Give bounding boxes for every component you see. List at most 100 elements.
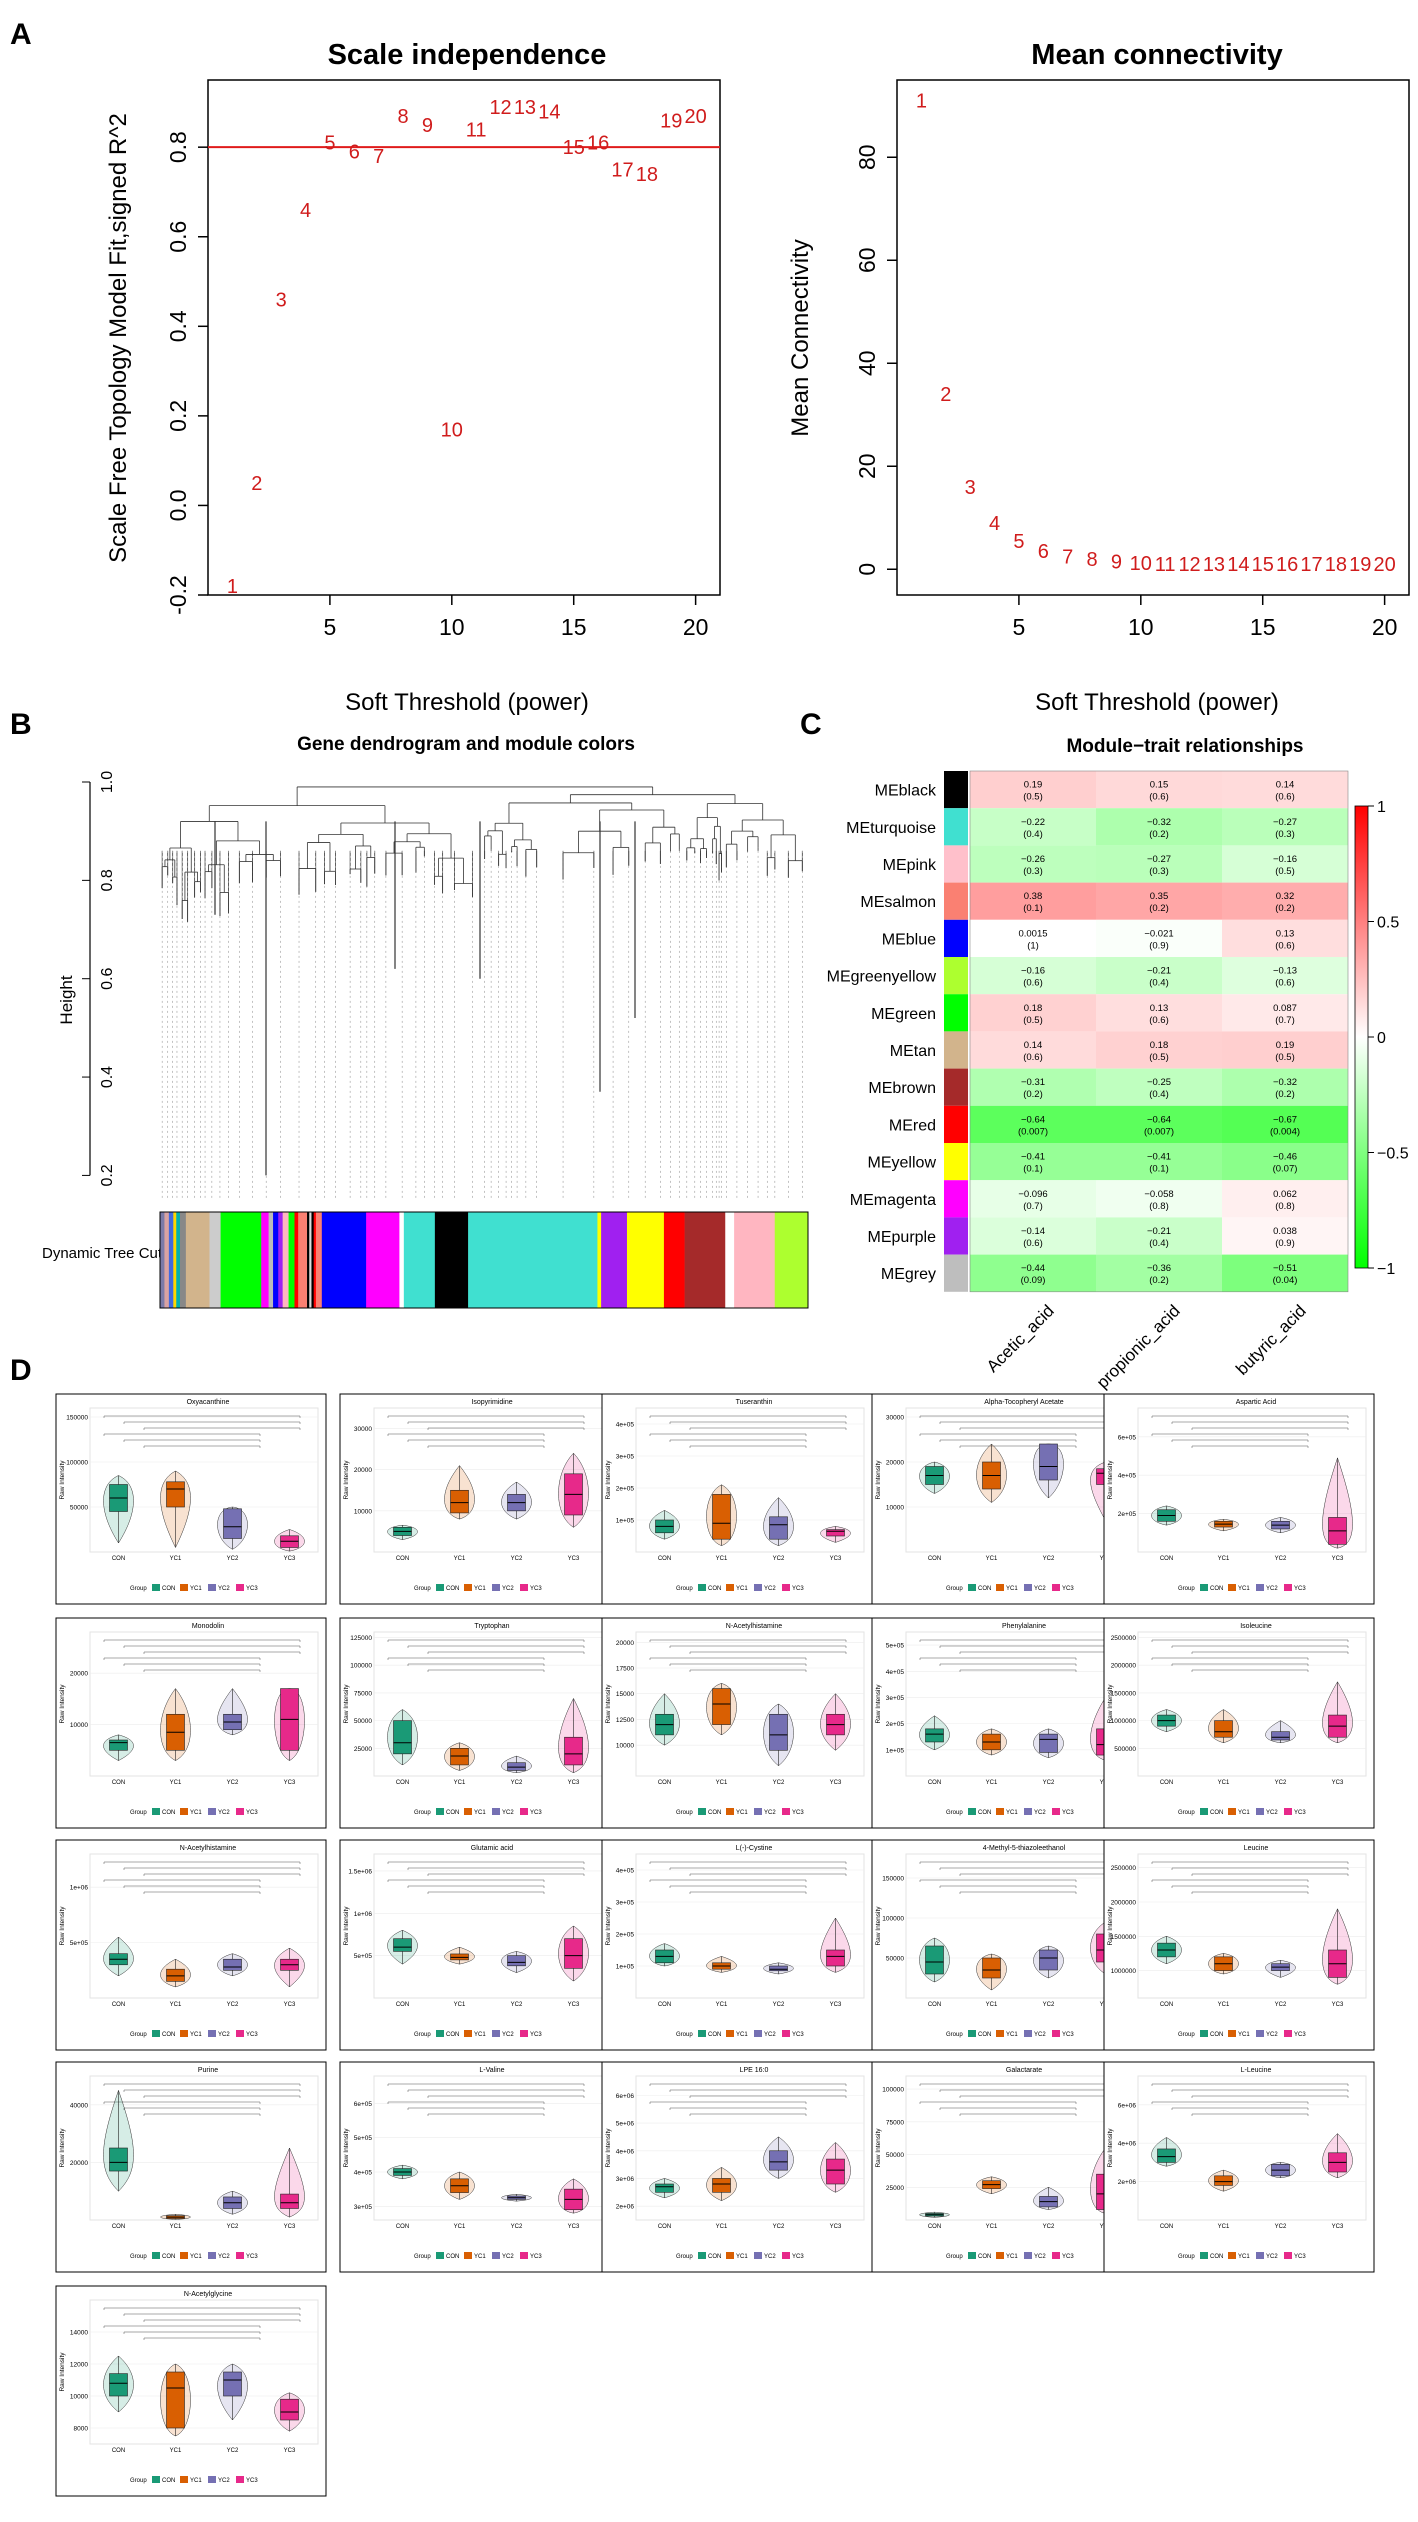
heatmap-pvalue-label: (0.1): [1023, 1164, 1043, 1175]
boxplot-y-tick-label: 15000: [616, 1691, 634, 1698]
heatmap-pvalue-label: (0.6): [1023, 1052, 1043, 1063]
heatmap-cell: [1222, 882, 1348, 920]
boxplot-legend-label: CON: [162, 2254, 175, 2260]
boxplot-y-label: Raw Intensity: [875, 1906, 882, 1946]
boxplot-title: L-Valine: [479, 2067, 504, 2074]
boxplot-legend-swatch: [236, 1584, 244, 1591]
boxplot-y-tick-label: 1e+05: [886, 1747, 905, 1754]
boxplot-legend-label: YC1: [1006, 2032, 1018, 2038]
boxplot-x-tick-label: YC2: [1275, 2224, 1287, 2230]
boxplot-legend-label: YC2: [502, 1586, 514, 1592]
boxplot-x-tick-label: YC3: [284, 1556, 296, 1562]
box-iqr: [223, 1508, 242, 1539]
boxplot-legend-label: YC3: [246, 2254, 258, 2260]
boxplot-x-tick-label: YC3: [284, 1780, 296, 1786]
boxplot-legend-label: CON: [1210, 1586, 1223, 1592]
boxplot-title: 4-Methyl-5-thiazoleethanol: [983, 1845, 1066, 1852]
significance-bracket: [427, 1445, 545, 1448]
boxplot-legend-title: Group: [414, 1810, 431, 1816]
heatmap-cell: [1222, 771, 1348, 809]
significance-bracket: [123, 1663, 261, 1666]
boxplot-legend-label: YC2: [1034, 1810, 1046, 1816]
boxplot-legend-label: YC3: [530, 2032, 542, 2038]
significance-bracket: [407, 1663, 545, 1666]
boxplot-legend-title: Group: [676, 2032, 693, 2038]
boxplot-y-tick-label: 8000: [74, 2426, 89, 2433]
boxplot-legend-label: CON: [162, 2478, 175, 2484]
significance-bracket: [123, 1421, 301, 1424]
module-color-segment: [366, 1212, 400, 1308]
boxplot-x-tick-label: YC1: [986, 1556, 998, 1562]
module-color-segment: [313, 1212, 317, 1308]
boxplot-x-tick-label: YC3: [568, 2002, 580, 2008]
heatmap-correlation-label: −0.64: [1147, 1114, 1171, 1125]
boxplot-y-label: Raw Intensity: [59, 1906, 66, 1946]
significance-bracket: [689, 1669, 807, 1672]
boxplot-legend-swatch: [180, 2252, 188, 2259]
box-iqr: [1039, 1733, 1058, 1753]
x-tick-label: 10: [439, 614, 465, 640]
boxplot-legend-label: YC2: [764, 2032, 776, 2038]
boxplot-y-tick-label: 4e+05: [616, 1422, 635, 1429]
boxplot-x-tick-label: YC1: [170, 2224, 182, 2230]
heatmap-correlation-label: 0.14: [1276, 780, 1295, 791]
boxplot-legend-swatch: [782, 1808, 790, 1815]
significance-bracket: [427, 1873, 585, 1876]
boxplot-legend-swatch: [180, 1584, 188, 1591]
heatmap-correlation-label: −0.44: [1021, 1263, 1045, 1274]
boxplot-legend-label: CON: [1210, 2032, 1223, 2038]
heatmap-pvalue-label: (1): [1027, 940, 1039, 951]
significance-bracket: [387, 2083, 585, 2086]
b-marks: 0.2 0.4 0.6 0.8 1.0: [82, 771, 809, 1309]
boxplot-legend-label: YC1: [190, 2032, 202, 2038]
significance-bracket: [143, 1669, 261, 1672]
boxplot-legend-label: YC1: [474, 1810, 486, 1816]
module-color-swatch: [944, 1180, 968, 1218]
boxplot-legend-label: YC1: [190, 2254, 202, 2260]
significance-bracket: [143, 1445, 261, 1448]
boxplot-legend-label: YC3: [1062, 2032, 1074, 2038]
heatmap-correlation-label: −0.16: [1021, 966, 1045, 977]
boxplot-x-tick-label: YC2: [773, 2224, 785, 2230]
heatmap-cell: [1222, 1143, 1348, 1181]
box-iqr: [223, 1958, 242, 1971]
significance-bracket: [123, 2313, 301, 2316]
box-iqr: [166, 1968, 185, 1982]
heatmap-correlation-label: −0.021: [1144, 928, 1173, 939]
significance-bracket: [387, 1639, 585, 1642]
boxplot-legend-title: Group: [130, 2478, 147, 2484]
boxplot-legend-swatch: [1284, 2030, 1292, 2037]
heatmap-cell: [1096, 1254, 1222, 1292]
significance-bracket: [143, 2113, 261, 2116]
boxplot-x-tick-label: YC2: [773, 1780, 785, 1786]
boxplot-y-tick-label: 10000: [354, 1508, 372, 1515]
box-iqr: [280, 2193, 299, 2209]
significance-bracket: [123, 1867, 301, 1870]
heatmap-cell: [1096, 994, 1222, 1032]
power-point-label: 16: [587, 133, 609, 155]
module-color-bar-frame: [159, 1211, 809, 1309]
boxplot-legend-label: YC1: [474, 2032, 486, 2038]
power-point-label: 3: [276, 289, 287, 311]
module-color-swatch: [944, 994, 968, 1032]
boxplot-legend-swatch: [754, 2030, 762, 2037]
boxplot-legend-swatch: [236, 2476, 244, 2483]
significance-bracket: [103, 1861, 301, 1864]
trait-column-label: butyric_acid: [1232, 1301, 1310, 1379]
heatmap-correlation-label: 0.18: [1150, 1040, 1169, 1051]
box-iqr: [982, 1957, 1001, 1979]
significance-bracket: [143, 1427, 301, 1430]
power-point-label: 15: [1252, 554, 1274, 576]
boxplot-y-label: Raw Intensity: [343, 2128, 350, 2168]
boxplot-y-tick-label: 1e+06: [70, 1885, 89, 1892]
boxplot-plot-area: [373, 2075, 603, 2221]
heatmap-cell: [1222, 1217, 1348, 1255]
significance-bracket: [1151, 1657, 1309, 1660]
y-tick-label: 40: [854, 350, 880, 376]
heatmap-correlation-label: 0.13: [1150, 1003, 1169, 1014]
boxplot-title: N-Acetylhistamine: [726, 1623, 783, 1630]
boxplot-legend-swatch: [1228, 2252, 1236, 2259]
heatmap-cell: [1096, 1180, 1222, 1218]
heatmap-correlation-label: −0.26: [1021, 854, 1045, 865]
boxplot-legend-swatch: [968, 1584, 976, 1591]
